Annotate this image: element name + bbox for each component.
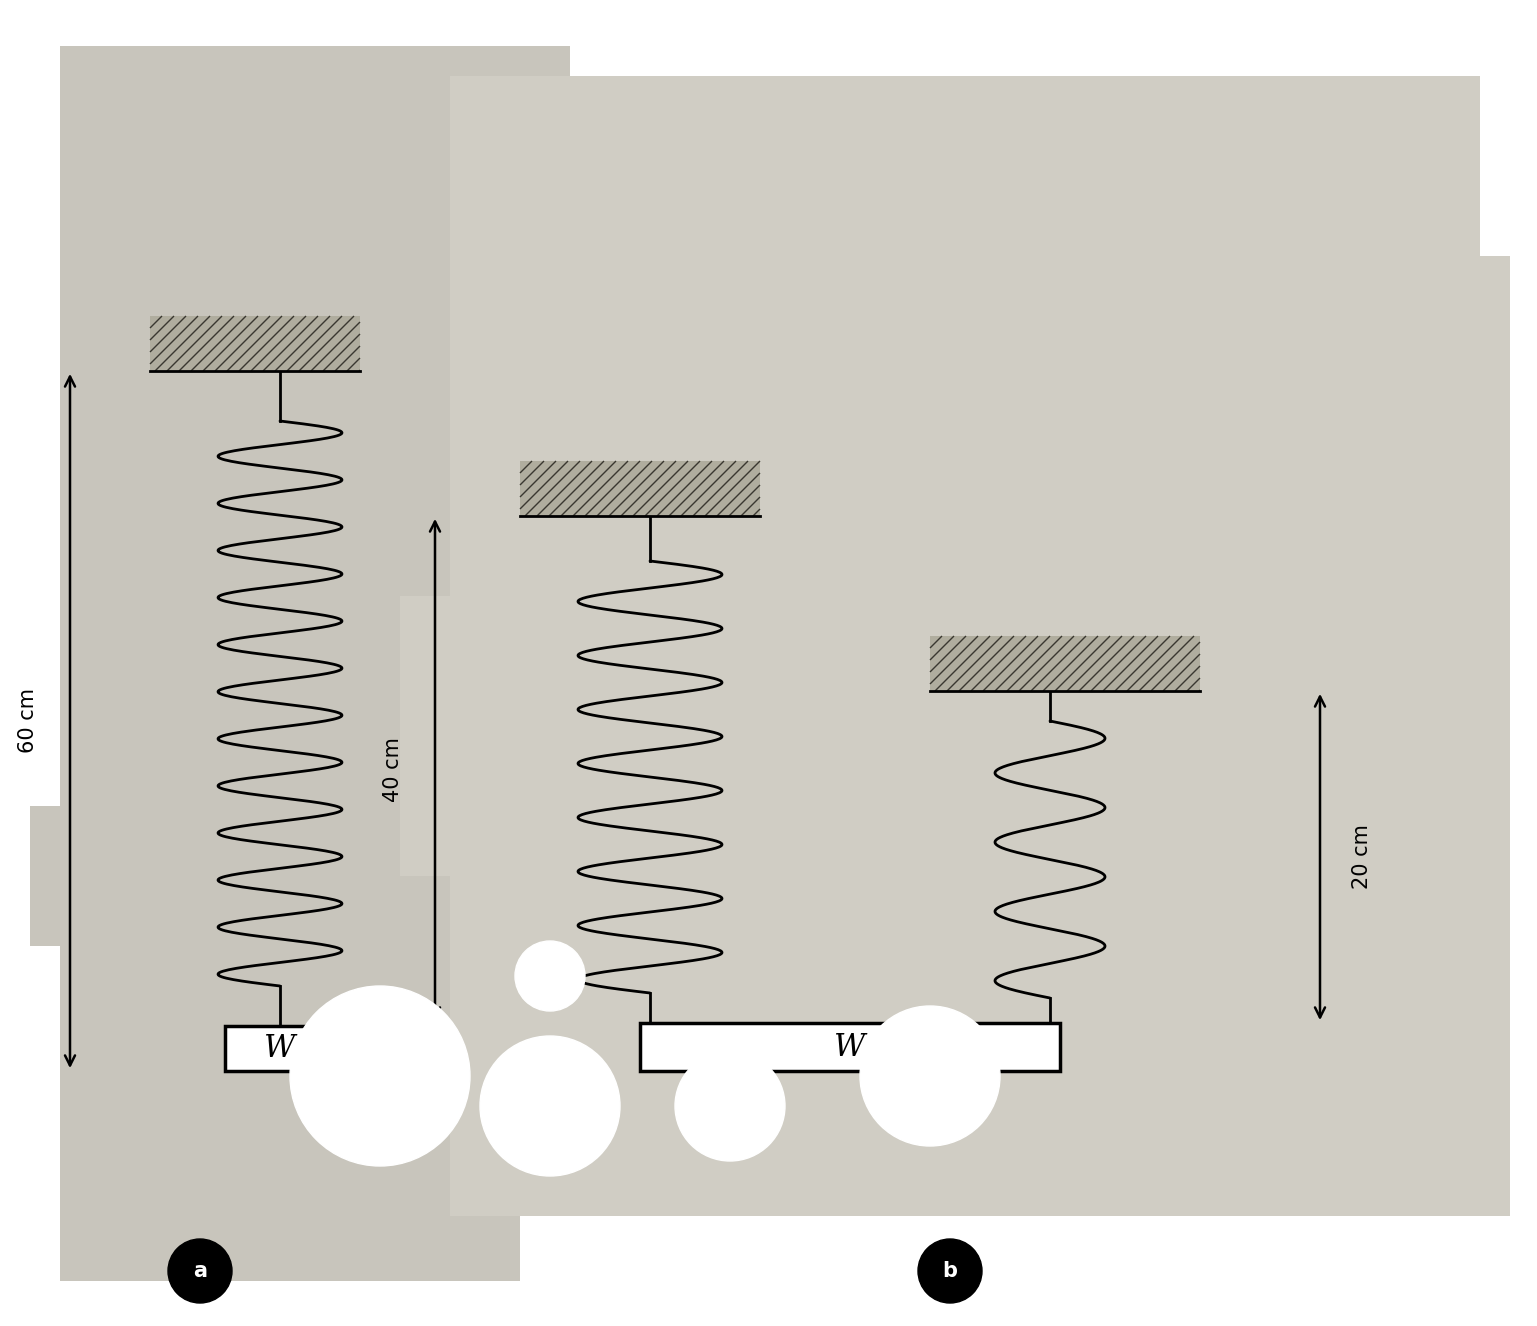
Circle shape [861,1006,1001,1146]
Circle shape [515,941,586,1010]
Circle shape [675,1052,785,1162]
Polygon shape [400,76,1509,1216]
Text: 60 cm: 60 cm [18,688,38,753]
Text: W: W [835,1032,865,1062]
Text: a: a [194,1261,207,1281]
Circle shape [918,1238,982,1303]
Circle shape [168,1238,232,1303]
Bar [930,636,1200,691]
Bar [151,316,360,371]
Circle shape [480,1036,619,1176]
Bar [224,1026,335,1071]
Bar [639,1022,1061,1071]
Circle shape [290,987,470,1166]
Text: 40 cm: 40 cm [383,737,403,802]
Text: 20 cm: 20 cm [1353,825,1373,890]
Text: b: b [942,1261,958,1281]
Polygon shape [31,46,570,1281]
Text: W: W [264,1033,295,1063]
Bar [520,461,759,516]
